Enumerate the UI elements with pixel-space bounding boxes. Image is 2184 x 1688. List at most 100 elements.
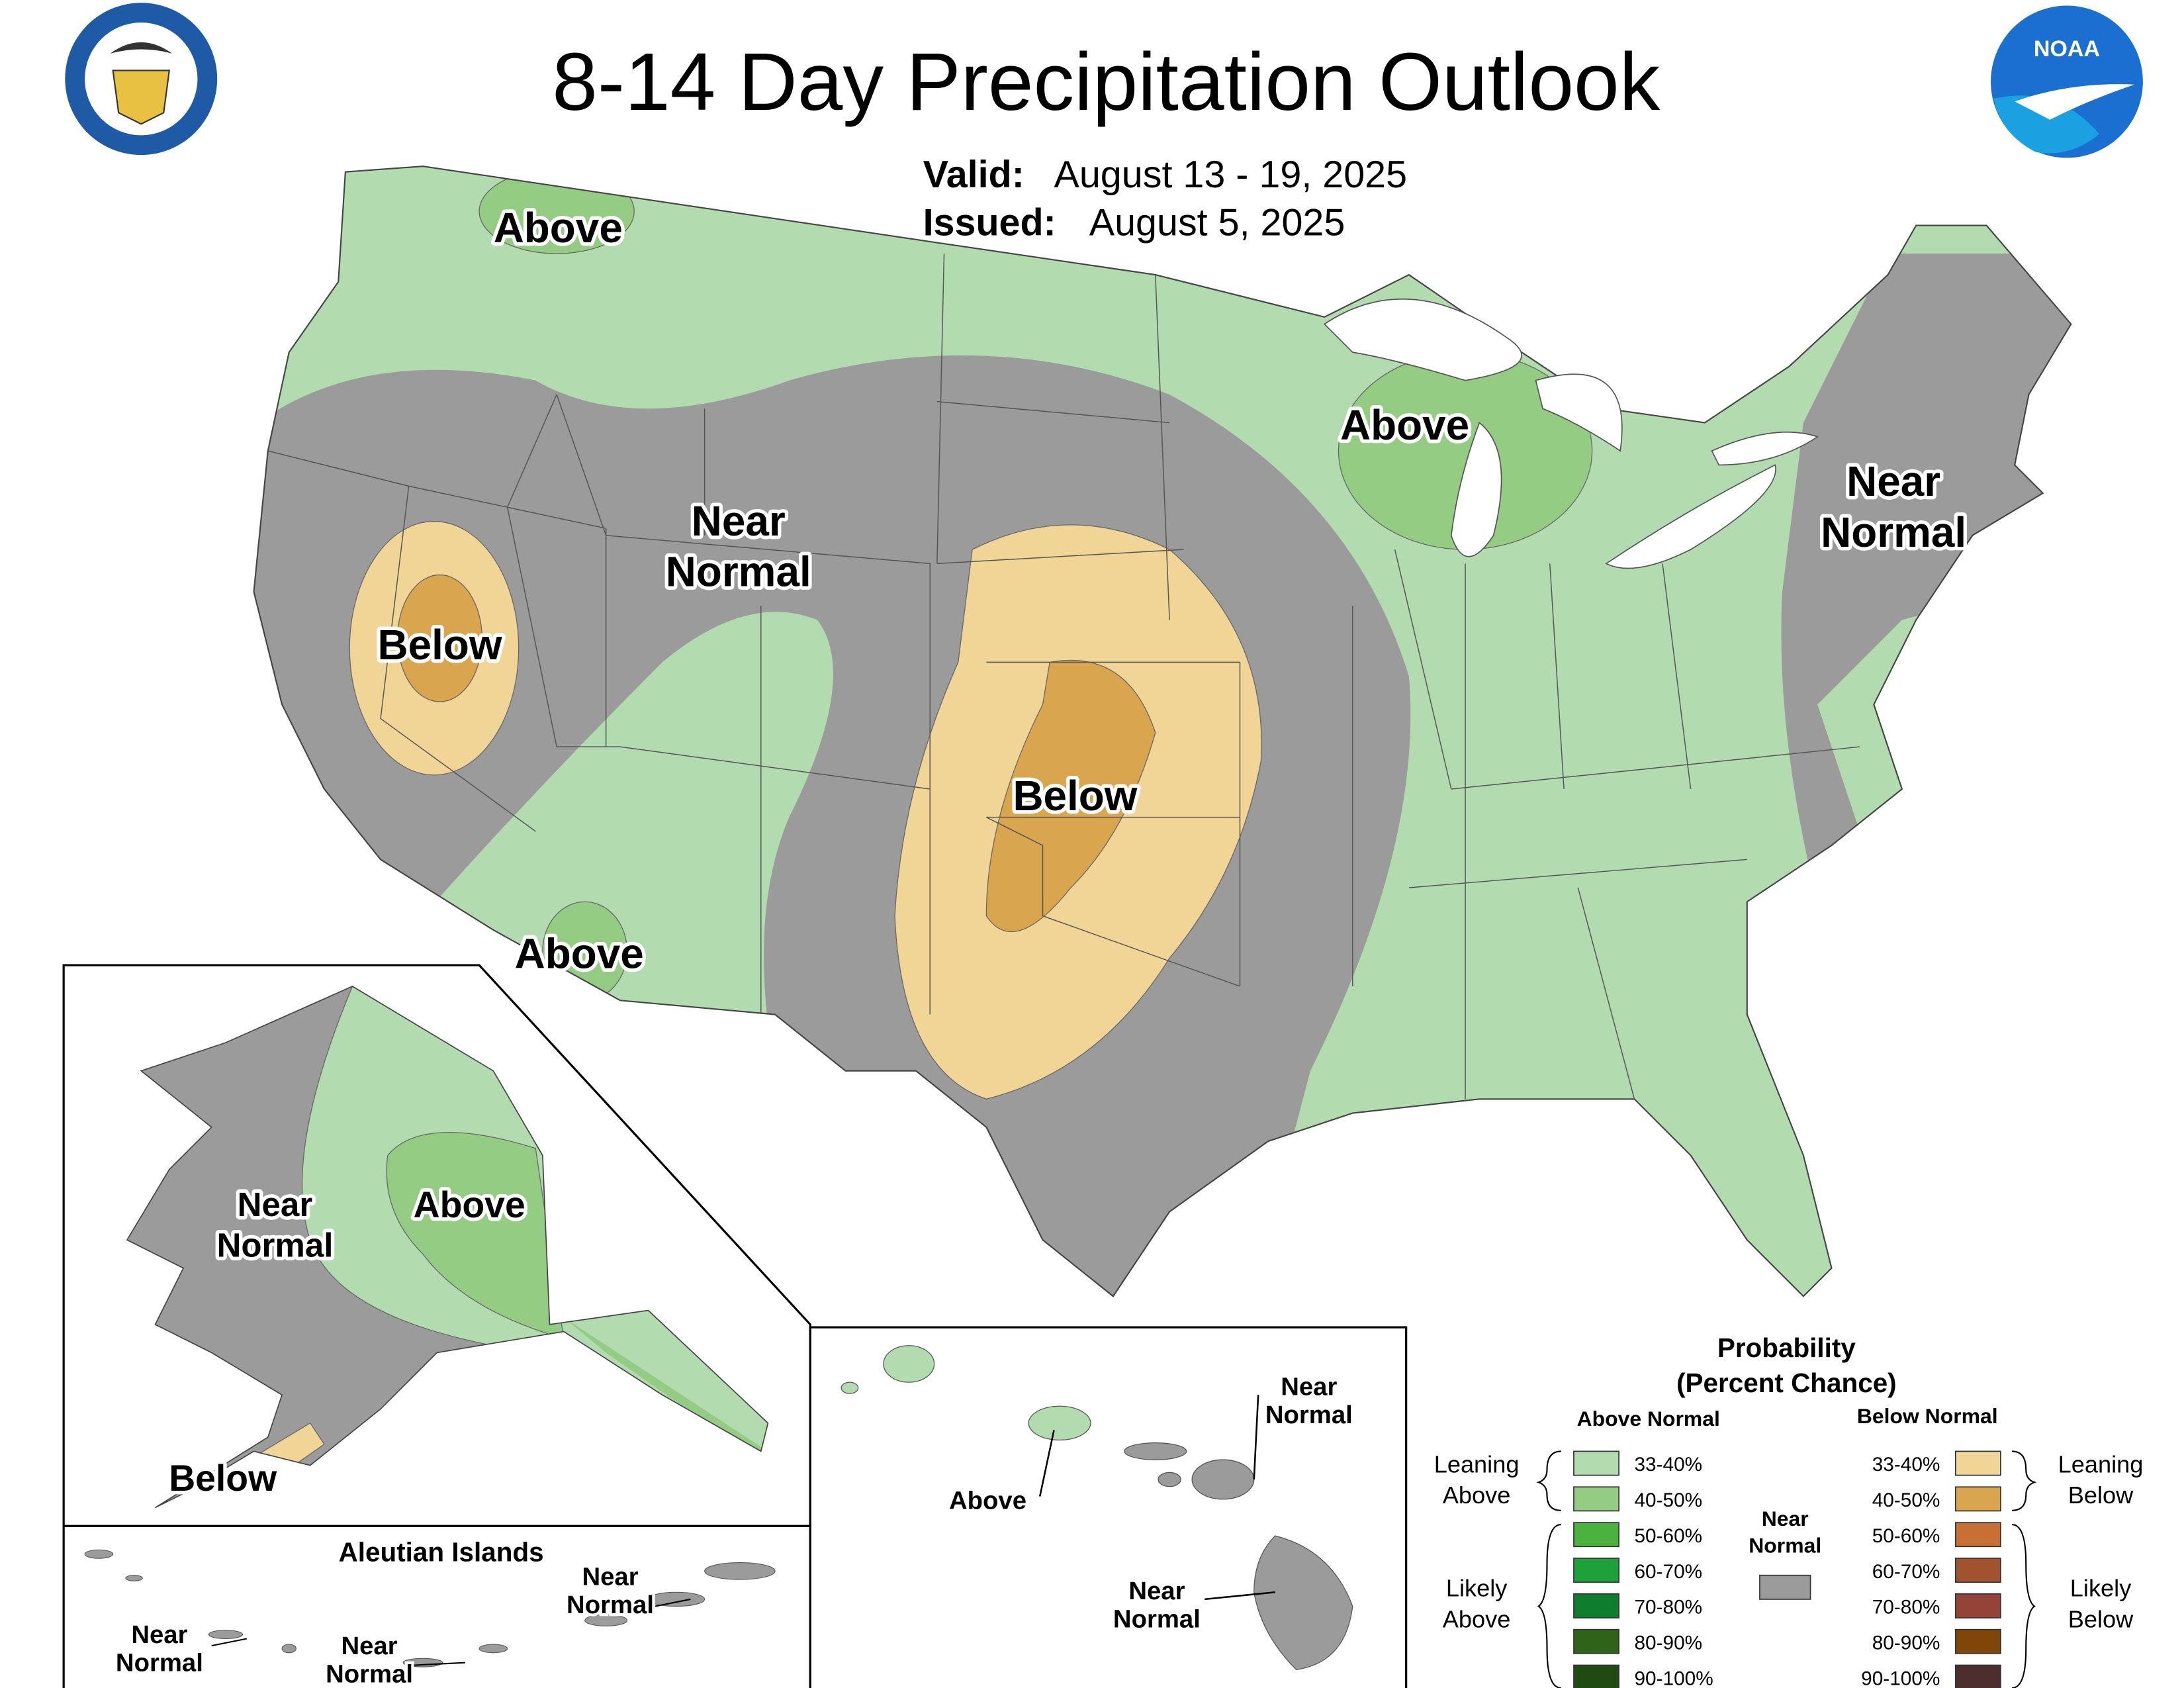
noaa-logo: NOAA [1991, 5, 2143, 158]
legend-swatch [1573, 1450, 1619, 1476]
legend-label: 50-60% [1872, 1525, 1940, 1547]
map-shape [1253, 1535, 1353, 1671]
map-shape [211, 1638, 248, 1647]
label-line: Near [1846, 457, 1940, 505]
map-shape [1711, 431, 1819, 466]
label-line: Above [1443, 1481, 1511, 1509]
region-label: Near Normal [116, 1620, 203, 1677]
map-shape [1450, 422, 1502, 557]
legend-swatch [1573, 1522, 1619, 1548]
label-line: Near [1281, 1372, 1337, 1401]
region-label: Above [414, 1184, 525, 1225]
label-line: Normal [1113, 1605, 1201, 1633]
map-shape [1323, 298, 1522, 381]
legend-group: Leaning Below [2058, 1450, 2144, 1509]
commerce-seal [65, 3, 218, 156]
legend-label: 33-40% [1872, 1454, 1940, 1476]
leader-lines [211, 1598, 691, 1667]
map-shape [125, 1575, 143, 1581]
map-shape [1158, 1472, 1181, 1487]
map-shape [704, 1562, 776, 1580]
label-line: Below [2068, 1481, 2134, 1509]
legend-label: 60-70% [1872, 1561, 1940, 1583]
map-shape [84, 1549, 114, 1559]
label-line: Likely [2070, 1575, 2132, 1602]
aleutian-islands [84, 1549, 776, 1667]
region-label: Below [377, 621, 502, 669]
legend-swatch [1573, 1593, 1619, 1618]
legend-swatch [1954, 1628, 2001, 1654]
legend-swatch [1573, 1486, 1619, 1512]
legend-near: Near Normal [1749, 1507, 1821, 1557]
great-lakes [1323, 298, 1819, 569]
map-shape [841, 1382, 859, 1394]
legend-label: 33-40% [1634, 1454, 1702, 1476]
region-label: Below [1013, 772, 1137, 820]
legend-label: 60-70% [1634, 1561, 1702, 1583]
map-shape [2011, 1524, 2036, 1688]
map-shape [408, 1662, 465, 1667]
map-shape [563, 1317, 768, 1466]
legend-swatch [1954, 1486, 2001, 1512]
map-shape [1253, 1395, 1259, 1480]
region-label: Near Normal [326, 1632, 413, 1688]
map-shape [208, 1630, 244, 1640]
label-line: Above [494, 204, 623, 252]
legend-swatch [1954, 1558, 2001, 1583]
map-shape [655, 1598, 691, 1607]
legend-swatch [1954, 1522, 2001, 1548]
label-line: Normal [216, 1227, 333, 1264]
legend-label: 50-60% [1634, 1525, 1702, 1547]
legend-swatch [1759, 1574, 1811, 1600]
map-shape [110, 42, 173, 54]
label-line: Below [169, 1458, 277, 1499]
map-shape [584, 1614, 628, 1626]
label-line: Above [414, 1184, 525, 1225]
map-shape [281, 1644, 296, 1654]
legend-label: 90-100% [1634, 1667, 1713, 1688]
label-line: Above [1340, 401, 1469, 449]
legend-header: Above Normal [1577, 1407, 1720, 1430]
us-outline [253, 165, 2072, 1297]
valid-dates: August 13 - 19, 2025 [1054, 154, 1408, 196]
issued-label: Issued: [923, 201, 1056, 244]
label-line: Normal [1821, 508, 1966, 556]
noaa-text: NOAA [2034, 36, 2100, 62]
alaska-outline [126, 986, 769, 1509]
region-label: Near Normal [1821, 457, 1966, 556]
map-shape [2015, 84, 2135, 120]
legend-brackets [1536, 1450, 2037, 1688]
map-shape [647, 1591, 705, 1607]
region-label: Above [494, 204, 623, 252]
legend-label: 70-80% [1634, 1597, 1702, 1618]
map-shape [267, 254, 1860, 1100]
legend-group: Likely Above [1443, 1575, 1511, 1633]
map-shape [1537, 1524, 1561, 1688]
legend-label: 80-90% [1872, 1632, 1940, 1654]
legend-group: Likely Below [2068, 1575, 2134, 1633]
legend-swatch [1954, 1450, 2001, 1476]
region-label: Near Normal [216, 1186, 333, 1264]
region-label: Above [1340, 401, 1469, 449]
hawaii-islands [841, 1345, 1353, 1671]
label-line: Normal [116, 1648, 203, 1677]
label-line: Above [515, 929, 644, 977]
below-40-area [985, 659, 1156, 933]
map-shape [1605, 464, 1776, 569]
map-shape [1535, 373, 1623, 452]
label-line: Likely [1446, 1575, 1508, 1602]
legend-swatch [1573, 1628, 1619, 1654]
state-lines [267, 254, 1860, 1100]
legend-swatch [1954, 1664, 2001, 1688]
legend-group: Leaning Above [1434, 1450, 1520, 1509]
legend-subtitle: (Percent Chance) [1676, 1368, 1897, 1398]
below-40-area [396, 574, 482, 702]
map-shape [1038, 1430, 1055, 1497]
legend-label: 70-80% [1872, 1597, 1940, 1618]
legend-label: 90-100% [1861, 1667, 1940, 1688]
map-shape [1191, 1459, 1255, 1500]
label-line: Near [692, 497, 786, 545]
label-line: Below [377, 621, 502, 669]
